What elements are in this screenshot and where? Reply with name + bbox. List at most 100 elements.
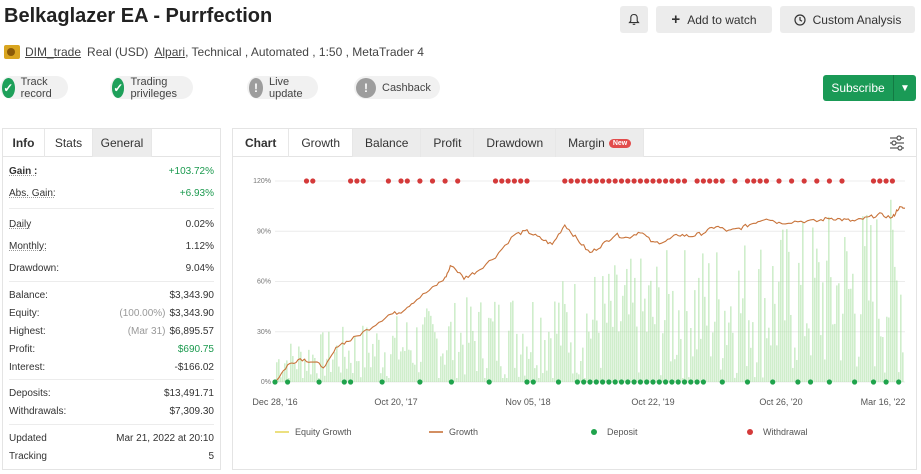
stat-label[interactable]: Abs. Gain: xyxy=(9,187,56,199)
withdrawal-marker xyxy=(650,178,656,184)
notification-button[interactable] xyxy=(620,6,648,33)
volume-bar xyxy=(808,328,810,382)
stat-label: Drawdown: xyxy=(9,262,60,274)
stat-updated: Updated Mar 21, 2022 at 20:10 xyxy=(9,431,214,445)
volume-bar xyxy=(686,311,688,382)
volume-bar xyxy=(442,353,444,382)
volume-bar xyxy=(514,367,516,382)
volume-bar xyxy=(532,302,534,382)
stat-value: $3,343.90 xyxy=(169,289,215,301)
volume-bar xyxy=(522,333,524,382)
volume-bar xyxy=(624,285,626,382)
volume-bar xyxy=(360,377,362,382)
subscribe-button[interactable]: Subscribe ▼ xyxy=(823,75,916,101)
volume-bar xyxy=(320,334,322,382)
settings-sliders-icon[interactable] xyxy=(888,134,906,152)
tab-growth[interactable]: Growth xyxy=(289,129,354,157)
volume-bar xyxy=(876,219,878,382)
volume-bar xyxy=(614,265,616,382)
badge-live-update[interactable]: ! Live update xyxy=(247,76,318,100)
username-link[interactable]: DIM_trade xyxy=(25,45,82,59)
volume-bar xyxy=(428,311,430,382)
tab-drawdown[interactable]: Drawdown xyxy=(474,129,557,157)
volume-bar xyxy=(802,222,804,382)
volume-bar xyxy=(656,266,658,382)
volume-bar xyxy=(508,330,510,382)
check-icon: ✓ xyxy=(2,77,15,98)
volume-bar xyxy=(790,314,792,382)
volume-bar xyxy=(678,310,680,382)
volume-bar xyxy=(878,318,880,382)
tab-balance[interactable]: Balance xyxy=(353,129,422,157)
deposit-marker xyxy=(316,379,322,385)
withdrawal-marker xyxy=(694,178,700,184)
deposit-marker xyxy=(744,379,751,385)
tab-chart[interactable]: Chart xyxy=(233,129,290,157)
volume-bar xyxy=(400,351,402,382)
withdrawal-marker xyxy=(568,178,574,184)
volume-bar xyxy=(388,378,390,382)
volume-bar xyxy=(714,321,716,382)
volume-bar xyxy=(756,362,758,382)
volume-bar xyxy=(578,374,580,382)
tab-profit[interactable]: Profit xyxy=(421,129,475,157)
deposit-marker xyxy=(587,379,593,385)
volume-bar xyxy=(886,316,888,382)
stat-label[interactable]: Monthly: xyxy=(9,240,47,252)
stat-deposits: Deposits: $13,491.71 xyxy=(9,386,214,400)
broker-link[interactable]: Alpari xyxy=(154,45,186,59)
tab-info[interactable]: Info xyxy=(3,129,45,157)
volume-bar xyxy=(866,214,868,382)
volume-bar xyxy=(682,378,684,382)
badge-track-record[interactable]: ✓ Track record xyxy=(0,76,69,100)
add-to-watch-button[interactable]: + Add to watch xyxy=(656,6,772,33)
withdrawal-marker xyxy=(889,178,896,184)
x-tick-label: Oct 26, '20 xyxy=(759,397,802,407)
growth-chart[interactable]: 120% 90% 60% 30% 0% Dec 28, '16 Oct 20, '17 Nov… xyxy=(233,161,916,467)
withdrawal-marker xyxy=(524,178,530,184)
deposit-marker xyxy=(719,379,725,385)
custom-analysis-button[interactable]: Custom Analysis xyxy=(780,6,915,33)
volume-bar xyxy=(720,369,722,382)
withdrawal-marker xyxy=(877,178,883,184)
legend-label: Equity Growth xyxy=(295,427,352,437)
badge-cashback[interactable]: ! Cashback xyxy=(354,76,440,99)
deposit-marker xyxy=(826,379,833,385)
chevron-down-icon[interactable]: ▼ xyxy=(900,82,910,94)
withdrawal-marker xyxy=(801,178,807,184)
legend-swatch xyxy=(747,429,753,435)
volume-bar xyxy=(778,281,780,382)
volume-bar xyxy=(744,245,746,382)
tab-general[interactable]: General xyxy=(93,129,152,157)
stat-equity: Equity: (100.00%) $3,343.90 xyxy=(9,306,214,320)
volume-bar xyxy=(670,361,672,382)
volume-bar xyxy=(710,356,712,382)
deposit-marker xyxy=(688,379,694,385)
stat-label[interactable]: Daily xyxy=(9,218,32,230)
volume-bar xyxy=(370,367,372,382)
y-tick-label: 0% xyxy=(261,379,271,386)
deposit-marker xyxy=(795,379,801,385)
avatar[interactable] xyxy=(4,45,20,59)
x-tick-label: Mar 16, '22 xyxy=(861,397,906,407)
stat-value: 0.02% xyxy=(185,218,214,230)
volume-bar xyxy=(344,356,346,382)
volume-bar xyxy=(448,326,450,382)
withdrawal-marker xyxy=(631,178,637,184)
volume-bar xyxy=(304,358,306,382)
volume-bar xyxy=(704,296,706,382)
tab-margin[interactable]: Margin New xyxy=(556,129,645,157)
tab-stats[interactable]: Stats xyxy=(45,129,93,157)
volume-bar xyxy=(902,352,904,382)
volume-bar xyxy=(792,367,794,382)
volume-bar xyxy=(480,302,482,382)
volume-bar xyxy=(334,352,336,382)
volume-bar xyxy=(410,350,412,382)
volume-bar xyxy=(504,374,506,382)
stat-withdrawals: Withdrawals: $7,309.30 xyxy=(9,404,214,418)
stat-label[interactable]: Gain : xyxy=(9,165,38,177)
volume-bar xyxy=(418,372,420,382)
volume-bar xyxy=(394,337,396,382)
volume-bar xyxy=(900,294,902,382)
badge-trading-privileges[interactable]: ✓ Trading privileges xyxy=(110,76,194,100)
